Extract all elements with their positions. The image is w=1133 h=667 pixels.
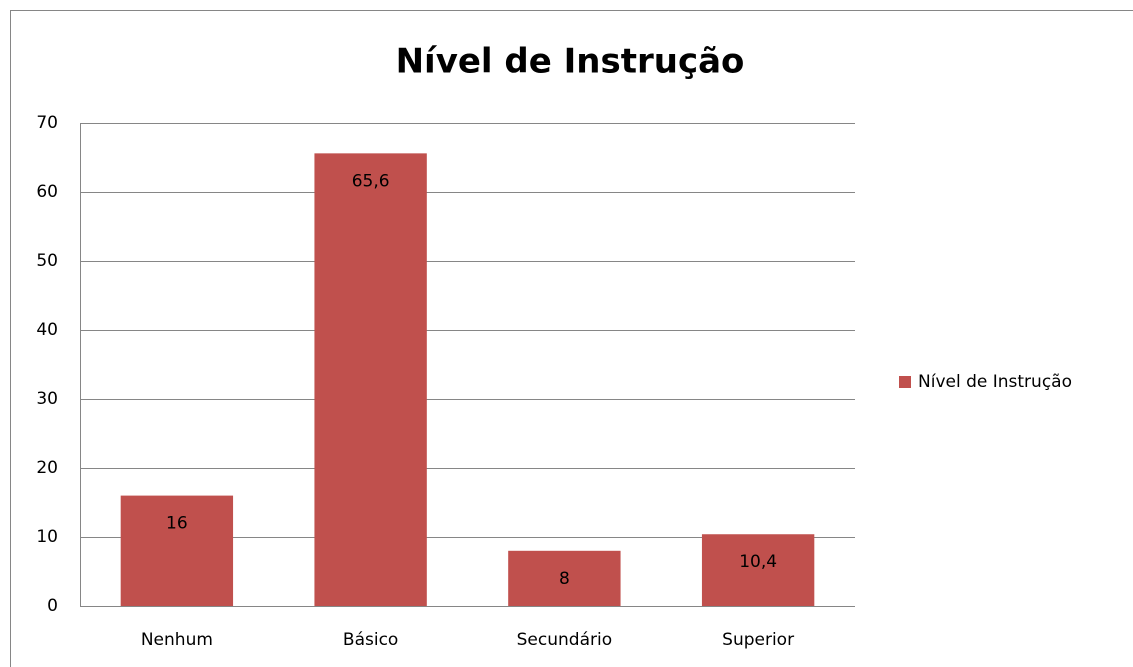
- y-tick-label: 50: [36, 251, 58, 271]
- x-tick-label: Básico: [343, 630, 398, 650]
- y-tick-label: 0: [47, 596, 58, 616]
- y-tick-label: 40: [36, 320, 58, 340]
- y-tick-label: 10: [36, 527, 58, 547]
- legend-swatch: [899, 376, 911, 388]
- bar: [120, 495, 234, 606]
- y-tick-label: 60: [36, 182, 58, 202]
- data-label: 16: [166, 514, 188, 534]
- data-label: 8: [559, 569, 570, 589]
- legend-label: Nível de Instrução: [918, 372, 1072, 392]
- bar: [508, 550, 621, 606]
- x-tick-label: Nenhum: [141, 630, 213, 650]
- y-tick-label: 20: [36, 458, 58, 478]
- bar: [314, 153, 427, 607]
- data-label: 65,6: [352, 171, 390, 191]
- data-label: 10,4: [739, 552, 777, 572]
- chart-title: Nível de Instrução: [396, 42, 745, 82]
- x-tick-label: Secundário: [517, 630, 612, 650]
- bar: [701, 534, 815, 606]
- y-tick-label: 30: [36, 389, 58, 409]
- y-tick-label: 70: [36, 113, 58, 133]
- x-tick-label: Superior: [722, 630, 794, 650]
